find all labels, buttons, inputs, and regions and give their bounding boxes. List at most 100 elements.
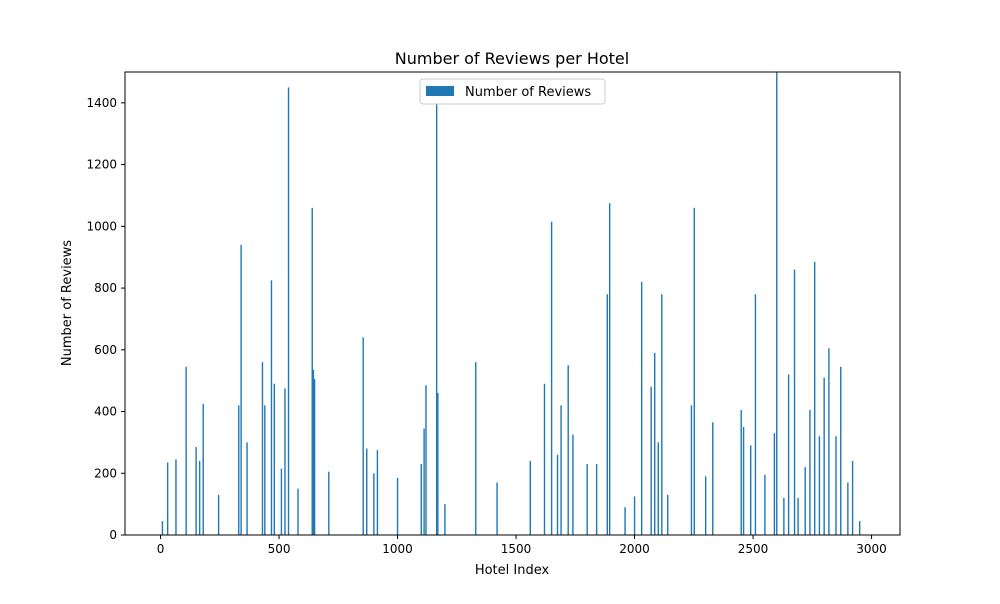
bar [809,409,811,535]
bar [667,494,669,535]
bar [654,352,656,535]
legend-label: Number of Reviews [465,85,591,100]
y-tick-label: 800 [94,281,117,295]
bar [804,467,806,535]
bar [823,377,825,535]
bar [764,474,766,535]
bar [847,482,849,535]
y-tick-label: 1200 [86,158,117,172]
x-tick-label: 3000 [856,542,887,556]
x-tick-label: 2000 [619,542,650,556]
bar [550,221,553,535]
bar [496,482,498,535]
bar [261,362,264,535]
bar [657,442,659,535]
bar [475,362,477,535]
bar [595,464,598,535]
bar [217,494,220,535]
bar [787,374,790,535]
legend: Number of Reviews [419,78,606,105]
x-tick-label: 1500 [501,542,532,556]
bar [435,102,438,536]
bar [238,405,240,535]
y-axis-label: Number of Reviews [60,240,75,366]
legend-box [419,78,606,105]
y-tick-label: 400 [94,405,117,419]
bar [560,405,562,535]
bar [175,459,177,535]
bar [185,366,187,535]
bar [851,460,854,535]
bar [240,244,242,535]
bar [328,471,330,535]
y-axis-ticks: 0 200 400 600 800 1000 1200 1400 [86,96,125,542]
bar [835,436,837,535]
bar [270,280,273,535]
x-axis-ticks: 0 500 1000 1500 2000 2500 3000 [157,535,887,556]
bar [608,203,611,535]
bar [606,294,608,535]
bar [818,436,821,535]
bar [840,366,842,535]
bar [311,207,313,535]
x-tick-label: 1000 [382,542,413,556]
y-tick-label: 0 [109,528,117,542]
bar [633,496,636,535]
bar [198,460,201,535]
bar [783,497,785,535]
bar [166,462,169,535]
bar [740,409,742,535]
bar [312,369,315,535]
y-tick-label: 200 [94,466,117,480]
plot-area-frame [124,71,901,536]
bar [859,521,861,535]
bar [437,393,439,535]
x-axis-label: Hotel Index [475,563,550,578]
bar [373,473,375,535]
bar [543,383,546,535]
bar [313,379,316,535]
bar [202,403,204,535]
bar-series [161,72,861,536]
bar [444,504,446,535]
bar [195,447,197,535]
bar [264,405,266,535]
chart-title: Number of Reviews per Hotel [395,49,629,68]
bar [773,433,776,535]
bar [280,468,283,535]
bar [690,405,693,535]
bar [754,294,757,535]
bar [567,365,569,535]
bar [556,454,559,535]
bar [284,388,286,535]
bar [650,386,652,535]
bar [246,442,248,535]
bar [586,464,588,535]
y-tick-label: 600 [94,343,117,357]
bar [704,476,707,535]
bar [297,488,299,535]
bar [572,434,574,535]
bar [366,448,368,535]
bar [624,507,626,535]
legend-swatch [426,86,454,96]
y-tick-label: 1400 [86,96,117,110]
x-tick-label: 0 [157,542,165,556]
x-tick-label: 2500 [738,542,769,556]
y-tick-label: 1000 [86,219,117,233]
bar [813,261,816,535]
bar [287,87,290,536]
bar [793,269,796,535]
bar [420,464,422,535]
x-tick-label: 500 [268,542,291,556]
bar [742,426,745,535]
bar [828,348,830,535]
bar [712,422,714,535]
bar [640,281,643,535]
bar [797,497,799,535]
bar [693,207,695,535]
bar [749,445,752,535]
bar [661,294,663,535]
bar [423,428,425,535]
